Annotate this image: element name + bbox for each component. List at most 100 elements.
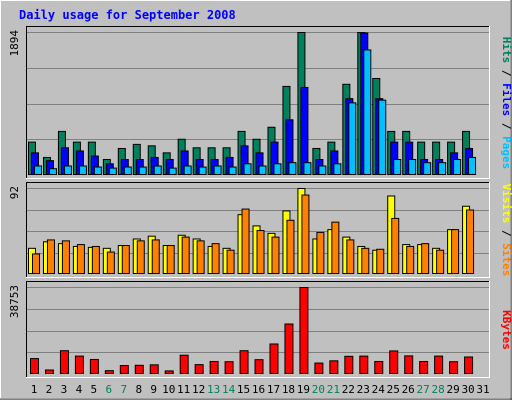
bar-sites-day-21 xyxy=(331,221,340,274)
bar-sites-day-4 xyxy=(76,244,85,275)
bar-kbytes-day-12 xyxy=(194,364,204,374)
x-tick-label-21: 21 xyxy=(327,383,340,396)
bar-sites-day-10 xyxy=(166,245,175,275)
bar-kbytes-day-14 xyxy=(224,361,234,375)
bar-pages-day-7 xyxy=(123,166,132,176)
bar-pages-day-3 xyxy=(63,165,72,176)
x-tick-label-22: 22 xyxy=(342,383,355,396)
panel-legend: KBytes xyxy=(500,310,512,350)
x-tick-label-1: 1 xyxy=(31,383,38,396)
bar-kbytes-day-2 xyxy=(44,369,54,374)
bar-kbytes-day-24 xyxy=(374,360,384,374)
series-sites xyxy=(32,194,475,275)
bar-sites-day-7 xyxy=(121,245,130,275)
bar-sites-day-2 xyxy=(46,239,55,274)
bar-kbytes-day-20 xyxy=(314,362,324,375)
bar-pages-day-16 xyxy=(258,165,267,176)
bar-kbytes-day-1 xyxy=(30,358,39,374)
x-tick-label-8: 8 xyxy=(135,383,142,396)
panel-max-label: 92 xyxy=(8,186,21,199)
bar-pages-day-24 xyxy=(378,99,387,175)
bar-files-day-19 xyxy=(300,86,309,175)
x-tick-label-20: 20 xyxy=(312,383,325,396)
x-tick-label-7: 7 xyxy=(120,383,127,396)
x-tick-label-12: 12 xyxy=(192,383,205,396)
legend-separator: / xyxy=(500,63,512,83)
bar-pages-day-13 xyxy=(213,165,222,176)
bar-sites-day-1 xyxy=(32,253,40,275)
panel-legend: Hits / Files / Pages xyxy=(500,37,512,170)
chart-panels: 1894 Hits / Files / Pages 92 Visits / Sites… xyxy=(8,26,512,378)
bar-sites-day-20 xyxy=(316,231,325,274)
bar-sites-day-30 xyxy=(466,209,475,274)
bar-pages-day-6 xyxy=(108,167,117,176)
x-tick-label-29: 29 xyxy=(446,383,459,396)
bar-sites-day-22 xyxy=(346,239,355,274)
x-tick-label-13: 13 xyxy=(207,383,220,396)
bar-sites-day-18 xyxy=(286,219,295,274)
x-tick-label-23: 23 xyxy=(357,383,370,396)
bar-sites-day-29 xyxy=(451,229,460,274)
bar-pages-day-1 xyxy=(34,165,42,176)
x-axis-labels: 1 2 3 4 5 6 7 8 9 10 11 12 13 14 15 16 17 18 19 20 21 22 23 24 2… xyxy=(31,383,490,396)
bar-sites-day-14 xyxy=(226,249,235,274)
bar-kbytes-day-6 xyxy=(104,370,114,375)
legend-entry-sites: Sites xyxy=(500,243,512,276)
legend-separator: / xyxy=(500,116,512,136)
x-tick-label-27: 27 xyxy=(417,383,430,396)
bar-kbytes-day-13 xyxy=(209,360,219,374)
bar-pages-day-14 xyxy=(228,166,237,176)
panel-legend: Visits / Sites xyxy=(500,184,512,277)
x-tick-label-25: 25 xyxy=(387,383,400,396)
bar-sites-day-25 xyxy=(391,217,400,274)
x-tick-label-15: 15 xyxy=(237,383,250,396)
x-tick-label-4: 4 xyxy=(76,383,83,396)
bar-kbytes-day-19 xyxy=(299,287,309,374)
bar-pages-day-23 xyxy=(363,49,372,175)
x-tick-label-17: 17 xyxy=(267,383,280,396)
bar-sites-day-15 xyxy=(241,208,250,274)
x-tick-label-2: 2 xyxy=(46,383,53,396)
bar-kbytes-day-11 xyxy=(179,354,189,375)
bar-sites-day-23 xyxy=(361,247,370,274)
panel-max-label: 1894 xyxy=(8,30,21,57)
x-tick-label-11: 11 xyxy=(177,383,190,396)
x-tick-label-30: 30 xyxy=(461,383,474,396)
x-tick-label-28: 28 xyxy=(432,383,445,396)
x-tick-label-18: 18 xyxy=(282,383,295,396)
legend-entry-kbytes: KBytes xyxy=(500,310,512,350)
bar-kbytes-day-4 xyxy=(74,355,84,374)
bar-pages-day-29 xyxy=(453,158,462,176)
x-tick-label-26: 26 xyxy=(402,383,415,396)
bar-pages-day-19 xyxy=(303,162,312,176)
bar-kbytes-day-10 xyxy=(164,370,174,374)
panel-max-label: 38753 xyxy=(8,285,21,318)
bar-kbytes-day-30 xyxy=(464,356,474,375)
bar-sites-day-27 xyxy=(421,243,430,275)
x-tick-label-31: 31 xyxy=(476,383,489,396)
bar-pages-day-18 xyxy=(288,162,297,176)
bar-kbytes-day-18 xyxy=(284,323,294,375)
bar-pages-day-5 xyxy=(93,166,102,176)
bar-sites-day-9 xyxy=(151,239,160,274)
bar-sites-day-3 xyxy=(61,240,70,274)
bar-kbytes-day-21 xyxy=(329,360,339,374)
bar-kbytes-day-3 xyxy=(59,350,69,374)
bar-kbytes-day-7 xyxy=(119,365,129,374)
series-pages xyxy=(34,49,477,176)
bar-sites-day-11 xyxy=(181,236,190,274)
bar-pages-day-10 xyxy=(168,167,177,176)
bar-pages-day-27 xyxy=(423,162,432,176)
bar-kbytes-day-27 xyxy=(419,360,429,374)
bar-sites-day-17 xyxy=(271,236,280,274)
bar-kbytes-day-29 xyxy=(449,361,459,375)
bar-kbytes-day-23 xyxy=(359,355,369,374)
x-tick-label-16: 16 xyxy=(252,383,265,396)
bar-kbytes-day-9 xyxy=(149,364,159,375)
bar-pages-day-12 xyxy=(198,166,207,176)
x-tick-label-10: 10 xyxy=(162,383,175,396)
series-kbytes xyxy=(30,287,474,375)
bar-sites-day-6 xyxy=(106,251,115,274)
legend-entry-hits: Hits xyxy=(500,37,512,64)
